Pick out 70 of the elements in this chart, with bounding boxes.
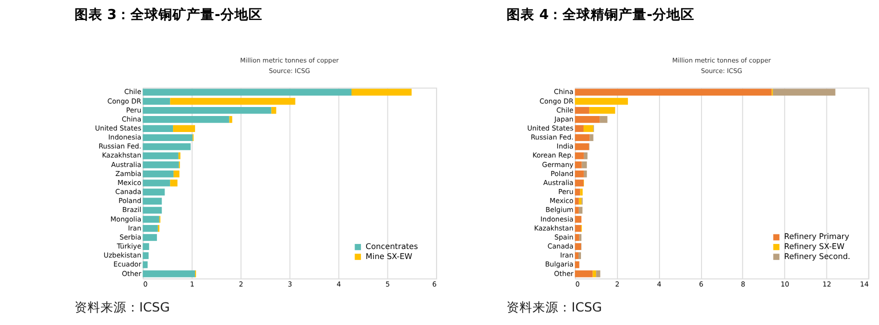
bar <box>574 88 772 96</box>
bar <box>142 188 165 196</box>
bar <box>580 188 583 196</box>
bar <box>142 270 196 278</box>
legend-label: Refinery Second. <box>784 252 850 261</box>
bar <box>271 106 276 114</box>
legend-label: Refinery Primary <box>784 232 850 242</box>
bar <box>142 161 179 168</box>
bar <box>142 152 178 160</box>
bar <box>142 180 170 186</box>
bar <box>142 252 149 260</box>
bar <box>574 198 579 205</box>
bar <box>574 261 580 268</box>
bar <box>142 106 272 114</box>
legend-label: Refinery SX-EW <box>784 242 845 252</box>
bar <box>574 252 578 260</box>
bar <box>174 170 180 178</box>
bar <box>352 88 412 96</box>
bar <box>574 170 584 178</box>
bar <box>142 243 150 250</box>
bar <box>142 143 191 150</box>
bar <box>574 98 628 105</box>
bar <box>772 88 836 96</box>
chart-title: 图表 3：全球铜矿产量-分地区 <box>74 6 262 24</box>
bar <box>170 180 178 186</box>
bar <box>142 98 170 105</box>
legend-label: Mine SX-EW <box>366 252 413 261</box>
bar <box>574 180 584 186</box>
bar <box>596 270 600 278</box>
bar <box>574 188 580 196</box>
bar <box>578 198 582 205</box>
bar <box>142 224 158 232</box>
bar <box>142 198 162 205</box>
bar <box>142 134 193 142</box>
bar <box>173 125 196 132</box>
bar <box>574 270 593 278</box>
bar <box>574 106 590 114</box>
bar <box>574 243 581 250</box>
bar <box>142 206 162 214</box>
bar <box>589 106 616 114</box>
bar <box>582 161 587 168</box>
bar <box>574 143 589 150</box>
bar <box>142 88 352 96</box>
bar <box>574 234 580 241</box>
bar <box>600 116 608 123</box>
text: 资料来源：ICSG <box>506 300 602 315</box>
bar <box>142 116 230 123</box>
bar <box>574 125 584 132</box>
bar <box>574 152 584 160</box>
bar <box>592 270 596 278</box>
bar <box>574 161 582 168</box>
bar <box>574 206 579 214</box>
bar <box>584 170 587 178</box>
bar <box>142 216 160 223</box>
text: 资料来源：ICSG <box>74 300 170 315</box>
bar <box>584 125 594 132</box>
bar <box>590 134 594 142</box>
bar <box>574 116 600 123</box>
bar <box>142 125 174 132</box>
bar <box>574 216 582 223</box>
bar <box>142 234 157 241</box>
bar <box>574 224 581 232</box>
bar <box>142 170 174 178</box>
chart-title: 图表 4：全球精铜产量-分地区 <box>506 6 694 24</box>
bar <box>574 134 590 142</box>
bar <box>578 252 581 260</box>
bar <box>584 152 588 160</box>
bar <box>170 98 296 105</box>
legend-label: Concentrates <box>366 242 418 252</box>
bar <box>578 206 582 214</box>
